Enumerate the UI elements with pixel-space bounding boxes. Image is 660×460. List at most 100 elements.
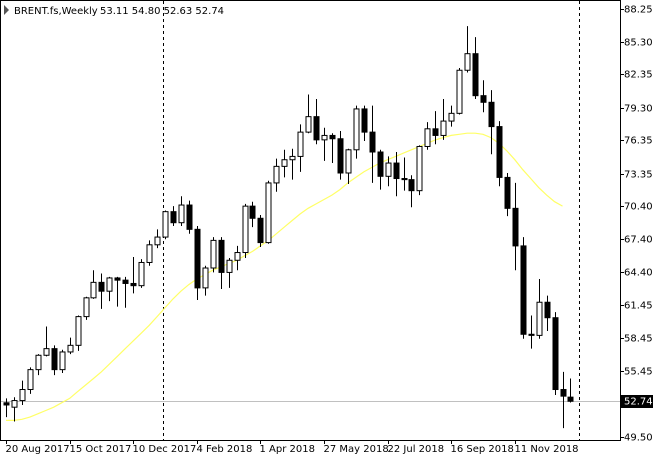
- candle: [83, 296, 90, 320]
- price-tag-label: 52.74: [624, 397, 653, 408]
- candle: [464, 26, 471, 73]
- candle: [154, 229, 161, 249]
- x-tick-label: 20 Aug 2017: [6, 444, 70, 455]
- candle: [186, 200, 193, 234]
- y-tick-label: 58.45: [624, 334, 653, 345]
- candle-body: [11, 400, 18, 408]
- candle-body: [51, 348, 58, 371]
- candle-body: [289, 155, 296, 161]
- candle-body: [59, 351, 66, 371]
- candle-body: [305, 116, 312, 133]
- candle: [90, 270, 97, 299]
- candle: [440, 98, 447, 140]
- x-tick-label: 4 Feb 2018: [197, 444, 253, 455]
- candle: [512, 182, 519, 271]
- candle-body: [416, 145, 423, 192]
- candle-body: [43, 348, 50, 356]
- y-tick-label: 73.35: [624, 170, 653, 181]
- x-tick-label: 15 Oct 2017: [70, 444, 132, 455]
- candle: [544, 295, 551, 331]
- candle: [242, 203, 249, 259]
- candle-body: [138, 261, 145, 287]
- candle-body: [273, 165, 280, 184]
- candle-body: [226, 259, 233, 273]
- candle: [401, 157, 408, 191]
- candle-body: [90, 281, 97, 299]
- candle: [329, 133, 336, 164]
- candle-body: [385, 162, 392, 177]
- candle: [488, 90, 495, 155]
- candle-body: [512, 207, 519, 247]
- candle: [59, 349, 66, 373]
- candle-body: [154, 236, 161, 246]
- candle-body: [528, 333, 535, 336]
- candle-body: [424, 128, 431, 147]
- candle: [178, 196, 185, 227]
- candle: [226, 258, 233, 288]
- candle-body: [75, 316, 82, 346]
- candle-body: [472, 53, 479, 97]
- candle: [19, 380, 26, 405]
- candle-body: [337, 138, 344, 174]
- candle: [496, 121, 503, 187]
- candle: [536, 279, 543, 339]
- candle-body: [456, 69, 463, 114]
- y-tick-label: 64.40: [624, 268, 653, 279]
- candle: [305, 94, 312, 134]
- candle: [98, 273, 105, 309]
- candle: [265, 180, 272, 244]
- candle: [27, 367, 34, 394]
- candle: [43, 326, 50, 357]
- candle: [448, 105, 455, 127]
- plot-frame: [0, 0, 621, 441]
- candle-body: [448, 112, 455, 122]
- candle-body: [178, 204, 185, 224]
- ohlc-label: 53.11 54.80 52.63 52.74: [100, 6, 224, 17]
- candle: [393, 152, 400, 197]
- candle: [114, 276, 121, 307]
- candle-body: [321, 134, 328, 141]
- candle-body: [3, 402, 10, 406]
- y-tick-label: 55.45: [624, 367, 653, 378]
- candle-body: [281, 159, 288, 167]
- moving-average: [6, 132, 563, 421]
- candle: [249, 201, 256, 228]
- candle-body: [265, 182, 272, 244]
- candle-body: [480, 95, 487, 103]
- candle-body: [496, 126, 503, 178]
- candle-body: [369, 131, 376, 153]
- candle-body: [210, 239, 217, 269]
- candle: [11, 397, 18, 422]
- y-tick-label: 82.35: [624, 70, 653, 81]
- candle: [361, 105, 368, 141]
- candle-body: [393, 162, 400, 180]
- candle: [353, 105, 360, 159]
- candle: [337, 131, 344, 180]
- x-tick-label: 1 Apr 2018: [260, 444, 315, 455]
- candle-body: [408, 179, 415, 192]
- candle-body: [83, 297, 90, 318]
- candle-body: [544, 301, 551, 319]
- candle: [51, 345, 58, 376]
- y-tick-label: 49.50: [624, 433, 653, 444]
- candle-body: [194, 228, 201, 289]
- candle: [122, 276, 129, 308]
- candle: [432, 111, 439, 145]
- candle-body: [114, 277, 121, 281]
- candle-body: [361, 108, 368, 133]
- candle-body: [567, 396, 574, 402]
- candle: [321, 127, 328, 161]
- x-tick-label: 11 Nov 2018: [515, 444, 579, 455]
- x-tick-label: 10 Dec 2017: [133, 444, 197, 455]
- candle: [162, 210, 169, 240]
- candle-body: [242, 205, 249, 254]
- candle: [520, 237, 527, 339]
- candle-body: [401, 178, 408, 181]
- candle: [130, 256, 137, 294]
- candle-body: [504, 176, 511, 209]
- candle-body: [329, 134, 336, 140]
- candle: [385, 156, 392, 187]
- candle: [552, 312, 559, 396]
- candle: [138, 259, 145, 288]
- y-tick-label: 76.35: [624, 136, 653, 147]
